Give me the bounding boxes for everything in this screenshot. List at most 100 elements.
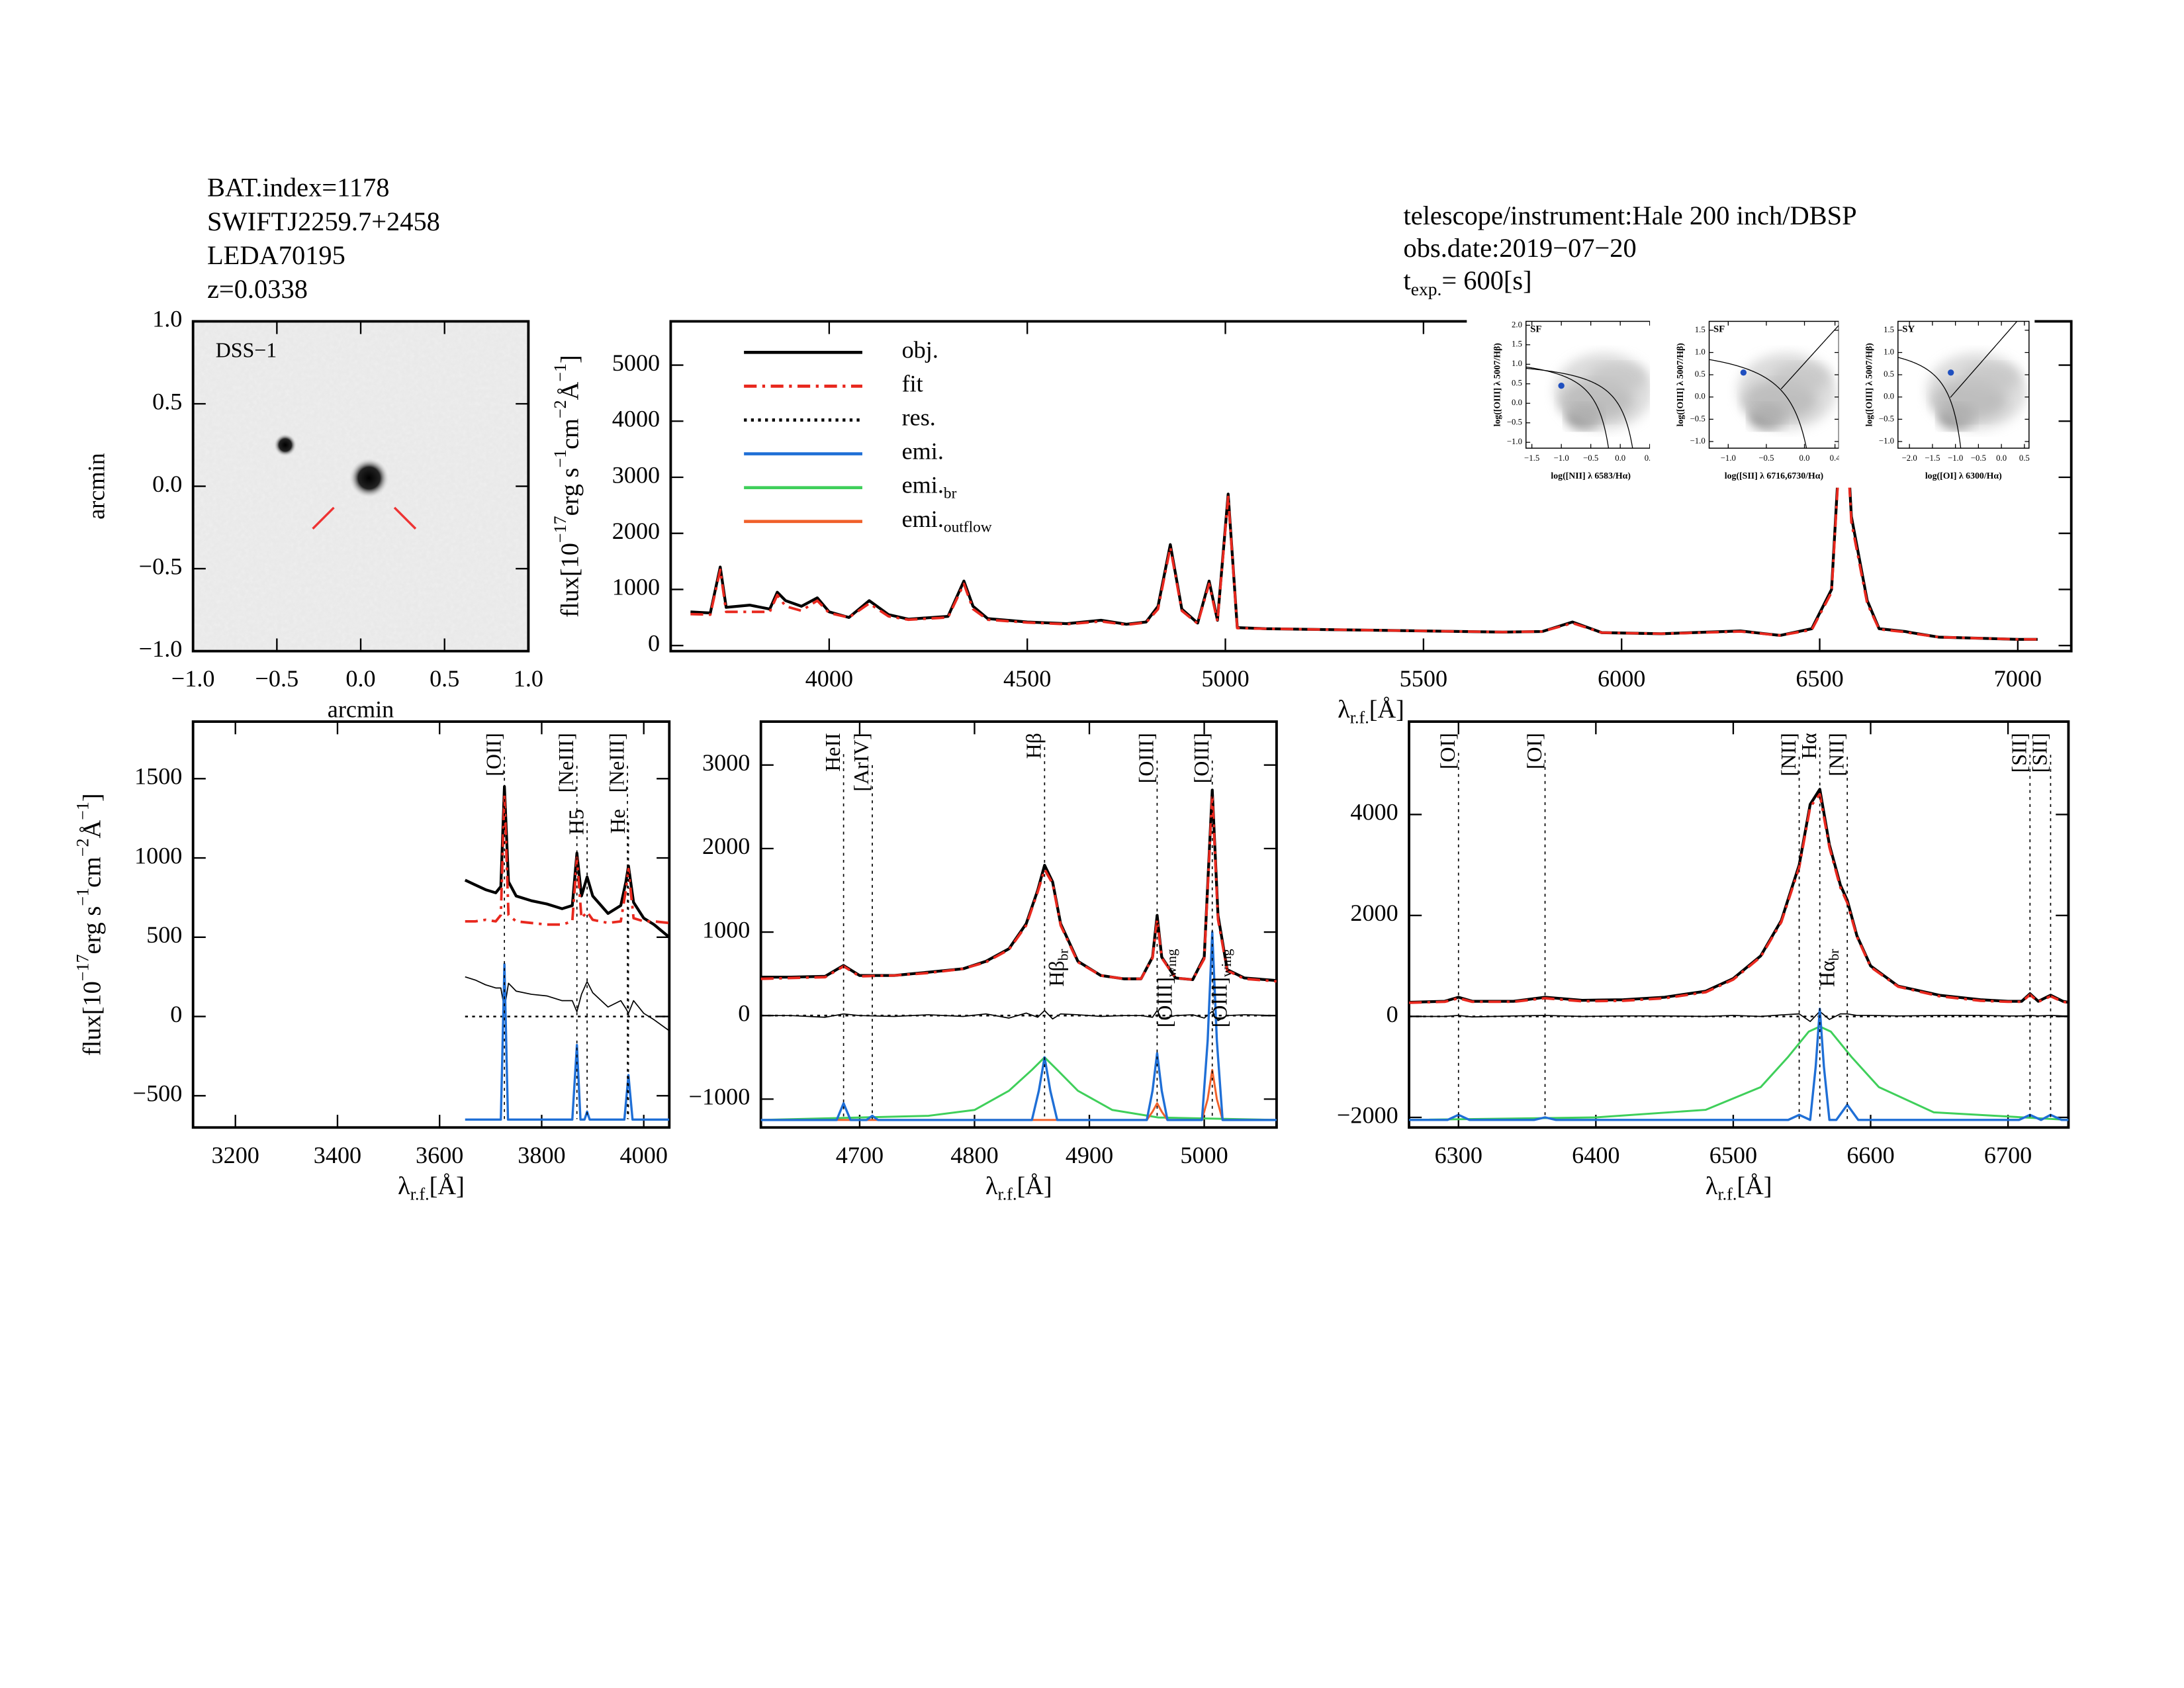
y-tick-label: 0.5 (152, 388, 182, 414)
line-label: [OI] (1436, 733, 1459, 769)
y-tick-label: 0.0 (1884, 392, 1894, 401)
text-part: [NII] (1825, 733, 1848, 776)
text-part: [OIII] (1154, 977, 1177, 1027)
line-label: [OIII] (1135, 733, 1158, 783)
y-tick-label: −0.5 (1879, 414, 1894, 423)
text-part: flux[10 (556, 543, 584, 618)
text-part: t (1404, 265, 1411, 295)
y-axis-label: log([OIII] λ 5007/Hβ) (1864, 343, 1874, 426)
y-tick-label: 2000 (1350, 900, 1398, 926)
text-part: [ArIV] (850, 733, 874, 792)
x-tick-label: 0.0 (1799, 453, 1810, 463)
text-part: emi. (902, 506, 944, 532)
object-point (1558, 383, 1565, 389)
line-label: [ArIV] (850, 733, 874, 792)
text-part: [NeIII] (606, 733, 629, 792)
text-part: [OII] (482, 733, 506, 776)
target-marker (312, 506, 335, 530)
text-part: λ (985, 1172, 998, 1200)
y-tick-label: 0 (738, 1000, 750, 1027)
x-tick-label: 0.0 (345, 665, 375, 692)
x-tick-label: 0.5 (430, 665, 459, 692)
spectrum-line (465, 976, 670, 1031)
class-label: SF (1713, 324, 1725, 335)
x-tick-label: 6400 (1572, 1142, 1619, 1168)
y-tick-label: 0 (1387, 1001, 1398, 1027)
x-axis-label: log([OI] λ 6300/Hα) (1925, 471, 2002, 481)
x-axis-label: arcmin (328, 696, 394, 723)
plot-area (1709, 325, 1839, 449)
plot-frame (191, 320, 530, 653)
demarcation-line (1780, 325, 1839, 390)
plot-area (760, 788, 1277, 1121)
density-contour (1737, 353, 1837, 430)
x-tick-label: −1.0 (1554, 453, 1569, 463)
line-label: HeII (821, 733, 844, 771)
text-part: wing (1218, 949, 1234, 977)
spectrum-line (1409, 1008, 2069, 1121)
text-part: λ (1706, 1172, 1718, 1200)
text-part: fit (902, 371, 923, 397)
text-part: [NeIII] (555, 733, 578, 792)
y-tick-label: −1.0 (1690, 436, 1706, 445)
header-right: telescope/instrument:Hale 200 inch/DBSP (1404, 201, 1857, 230)
x-axis-label: log([NII] λ 6583/Hα) (1551, 471, 1631, 481)
header-left: z=0.0338 (207, 274, 308, 304)
spectrum-line (1409, 792, 2069, 1004)
text-part: Å (78, 820, 106, 838)
text-part: ] (556, 355, 584, 363)
text-part: Hα (1816, 961, 1839, 987)
y-tick-label: 1000 (702, 916, 750, 943)
x-tick-label: 1.0 (514, 665, 543, 692)
spectrum-line (760, 931, 1277, 1121)
text-part: −1 (551, 363, 570, 382)
text-part: r.f. (410, 1184, 430, 1203)
text-part: [Å] (430, 1172, 465, 1200)
text-part: [SII] (2028, 733, 2052, 773)
spectrum-line (760, 1009, 1277, 1021)
text-part: obs.date:2019−07−20 (1404, 233, 1637, 263)
text-part: cm (556, 418, 584, 449)
text-part: λ (1338, 696, 1350, 724)
y-tick-label: 1000 (612, 574, 660, 600)
x-tick-label: 6500 (1709, 1142, 1757, 1168)
plot-frame (1408, 720, 2070, 1129)
y-tick-label: 1.5 (1695, 325, 1706, 334)
text-part: HeII (821, 733, 844, 771)
y-tick-label: −0.5 (139, 553, 183, 579)
y-axis-label: log([OIII] λ 5007/Hβ) (1675, 343, 1686, 426)
header-left: BAT.index=1178 (207, 173, 390, 203)
text-part: [Å] (1017, 1172, 1052, 1200)
text-part: erg s (556, 468, 584, 516)
density-contour (1927, 353, 2026, 430)
text-part: r.f. (1350, 708, 1369, 727)
spectrum-line (760, 788, 1277, 982)
line-label: Hαbr (1816, 949, 1842, 987)
text-part: telescope/instrument:Hale 200 inch/DBSP (1404, 201, 1857, 230)
x-tick-label: 6600 (1846, 1142, 1894, 1168)
x-tick-label: −1.0 (1721, 453, 1736, 463)
object-point (1948, 369, 1954, 376)
y-tick-label: 2.0 (1512, 320, 1522, 329)
line-label: [OIII]wing (1208, 949, 1234, 1027)
x-tick-label: 3800 (518, 1142, 565, 1168)
spectrum-line (465, 793, 670, 926)
y-tick-label: 0.5 (1695, 369, 1706, 379)
y-tick-label: 0.0 (1512, 398, 1522, 407)
spectrum-line (760, 792, 1277, 983)
text-part: [SII] (2008, 733, 2031, 773)
text-part: flux[10 (78, 981, 106, 1056)
y-tick-label: 1500 (134, 763, 182, 790)
plot-area (1409, 788, 2069, 1121)
y-tick-label: 1000 (134, 842, 182, 868)
x-tick-label: −0.5 (1758, 453, 1774, 463)
text-part: = 600[s] (1441, 265, 1531, 295)
line-label: Hα (1797, 733, 1821, 759)
x-tick-label: 3200 (212, 1142, 259, 1168)
x-tick-label: 4700 (836, 1142, 884, 1168)
spectrum-line (1409, 788, 2069, 1004)
plot-frame (1897, 320, 2030, 449)
legend-label: emi. (902, 438, 944, 465)
y-tick-label: 2000 (612, 518, 660, 544)
